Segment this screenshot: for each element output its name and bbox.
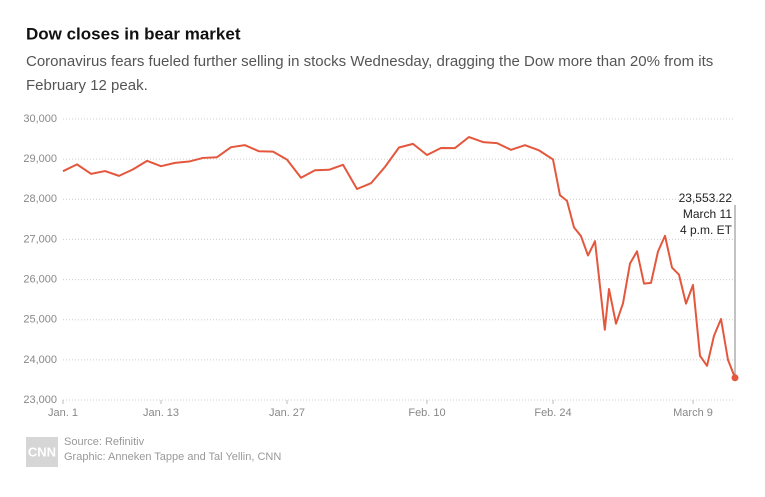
y-tick-label: 30,000 <box>23 113 57 125</box>
y-tick-label: 24,000 <box>23 354 57 366</box>
x-tick-label: Jan. 1 <box>48 407 78 419</box>
y-tick-label: 25,000 <box>23 314 57 326</box>
chart-title: Dow closes in bear market <box>26 24 241 43</box>
x-tick-label: Jan. 13 <box>143 407 179 419</box>
x-tick-label: March 9 <box>673 407 713 419</box>
y-tick-label: 27,000 <box>23 233 57 245</box>
x-tick-label: Feb. 10 <box>408 407 445 419</box>
annotation: 23,553.22 <box>679 191 733 205</box>
line <box>62 136 736 379</box>
y-tick-label: 23,000 <box>23 394 57 406</box>
subtitle: February 12 peak. <box>26 77 148 94</box>
subtitle: Coronavirus fears fueled further selling… <box>26 53 713 70</box>
x-tick-label: Jan. 27 <box>269 407 305 419</box>
logo: CNN <box>28 444 56 459</box>
x-tick-label: Feb. 24 <box>534 407 571 419</box>
y-tick-label: 26,000 <box>23 273 57 285</box>
end-point <box>731 374 739 382</box>
y-tick-label: 29,000 <box>23 153 57 165</box>
credit: Graphic: Anneken Tappe and Tal Yellin, C… <box>64 451 281 463</box>
logo-box <box>26 437 58 467</box>
annotation: March 11 <box>683 207 732 221</box>
annotation: 4 p.m. ET <box>680 223 733 237</box>
source: Source: Refinitiv <box>64 436 145 448</box>
y-tick-label: 28,000 <box>23 193 57 205</box>
